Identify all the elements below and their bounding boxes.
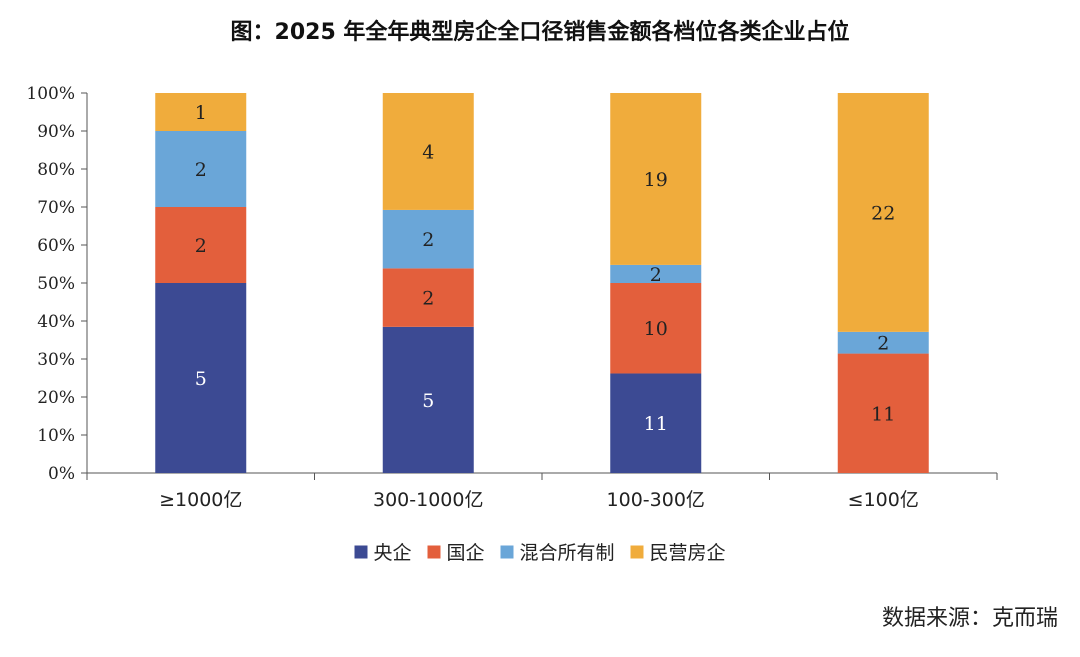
bar-data-label: 1 — [195, 102, 207, 124]
bar-data-label: 22 — [871, 202, 895, 224]
bar-data-label: 2 — [195, 159, 207, 181]
y-tick-label: 10% — [37, 426, 75, 446]
bar-segment — [610, 283, 702, 374]
bar-data-label: 11 — [644, 413, 668, 435]
chart-title: 图：2025 年全年典型房企全口径销售金额各档位各类企业占位 — [230, 20, 850, 45]
source-note: 数据来源：克而瑞 — [881, 606, 1058, 631]
x-tick-label: ≤100亿 — [848, 489, 919, 511]
y-tick-label: 50% — [37, 274, 75, 294]
bar-data-label: 2 — [877, 333, 889, 355]
bar-segment — [610, 264, 702, 283]
bar-segment — [155, 283, 247, 473]
bar-data-label: 2 — [422, 288, 434, 310]
bar-segment — [837, 331, 929, 354]
legend-swatch — [500, 545, 514, 559]
bar-data-label: 2 — [422, 229, 434, 251]
y-tick-label: 90% — [37, 122, 75, 142]
bar-segment — [610, 93, 702, 265]
y-tick-label: 100% — [26, 84, 75, 104]
bar-data-label: 19 — [644, 169, 668, 191]
bar-segment — [837, 93, 929, 332]
y-tick-label: 0% — [48, 464, 75, 484]
legend-swatch — [354, 545, 368, 559]
bar-segment — [382, 268, 474, 327]
y-axis: 0% 10% 20% 30% 40% 50% 60% 70% 80% 90% 100% — [26, 84, 88, 484]
y-tick-label: 70% — [37, 198, 75, 218]
bar-data-label: 2 — [195, 235, 207, 257]
bar-segment — [837, 353, 929, 473]
legend: 央企 国企 混合所有制 民营房企 — [354, 542, 726, 564]
y-tick-label: 30% — [37, 350, 75, 370]
legend-label: 民营房企 — [650, 542, 726, 564]
legend-label: 国企 — [447, 542, 485, 564]
bar-segment — [155, 207, 247, 283]
x-tick-label: 300-1000亿 — [373, 489, 483, 511]
bar-data-label: 10 — [644, 318, 668, 340]
y-tick-label: 80% — [37, 160, 75, 180]
x-axis: ≥1000亿 300-1000亿 100-300亿 ≤100亿 — [86, 472, 998, 511]
bar-segment — [610, 373, 702, 473]
y-tick-label: 60% — [37, 236, 75, 256]
bar-data-label: 11 — [871, 403, 895, 425]
bar-segment — [155, 131, 247, 207]
bar-data-label: 2 — [650, 264, 662, 286]
x-tick-label: ≥1000亿 — [159, 489, 242, 511]
y-tick-label: 20% — [37, 388, 75, 408]
bar-data-label: 5 — [195, 368, 207, 390]
legend-swatch — [630, 545, 644, 559]
bar-segment — [155, 93, 247, 131]
y-tick-label: 40% — [37, 312, 75, 332]
bar-segment — [382, 209, 474, 269]
x-tick-label: 100-300亿 — [607, 489, 705, 511]
bar-segment — [382, 93, 474, 210]
legend-label: 混合所有制 — [520, 542, 615, 564]
bar-segment — [382, 326, 474, 473]
legend-label: 央企 — [374, 542, 412, 564]
bar-data-label: 5 — [422, 390, 434, 412]
bar-data-label: 4 — [422, 141, 434, 163]
legend-swatch — [427, 545, 441, 559]
